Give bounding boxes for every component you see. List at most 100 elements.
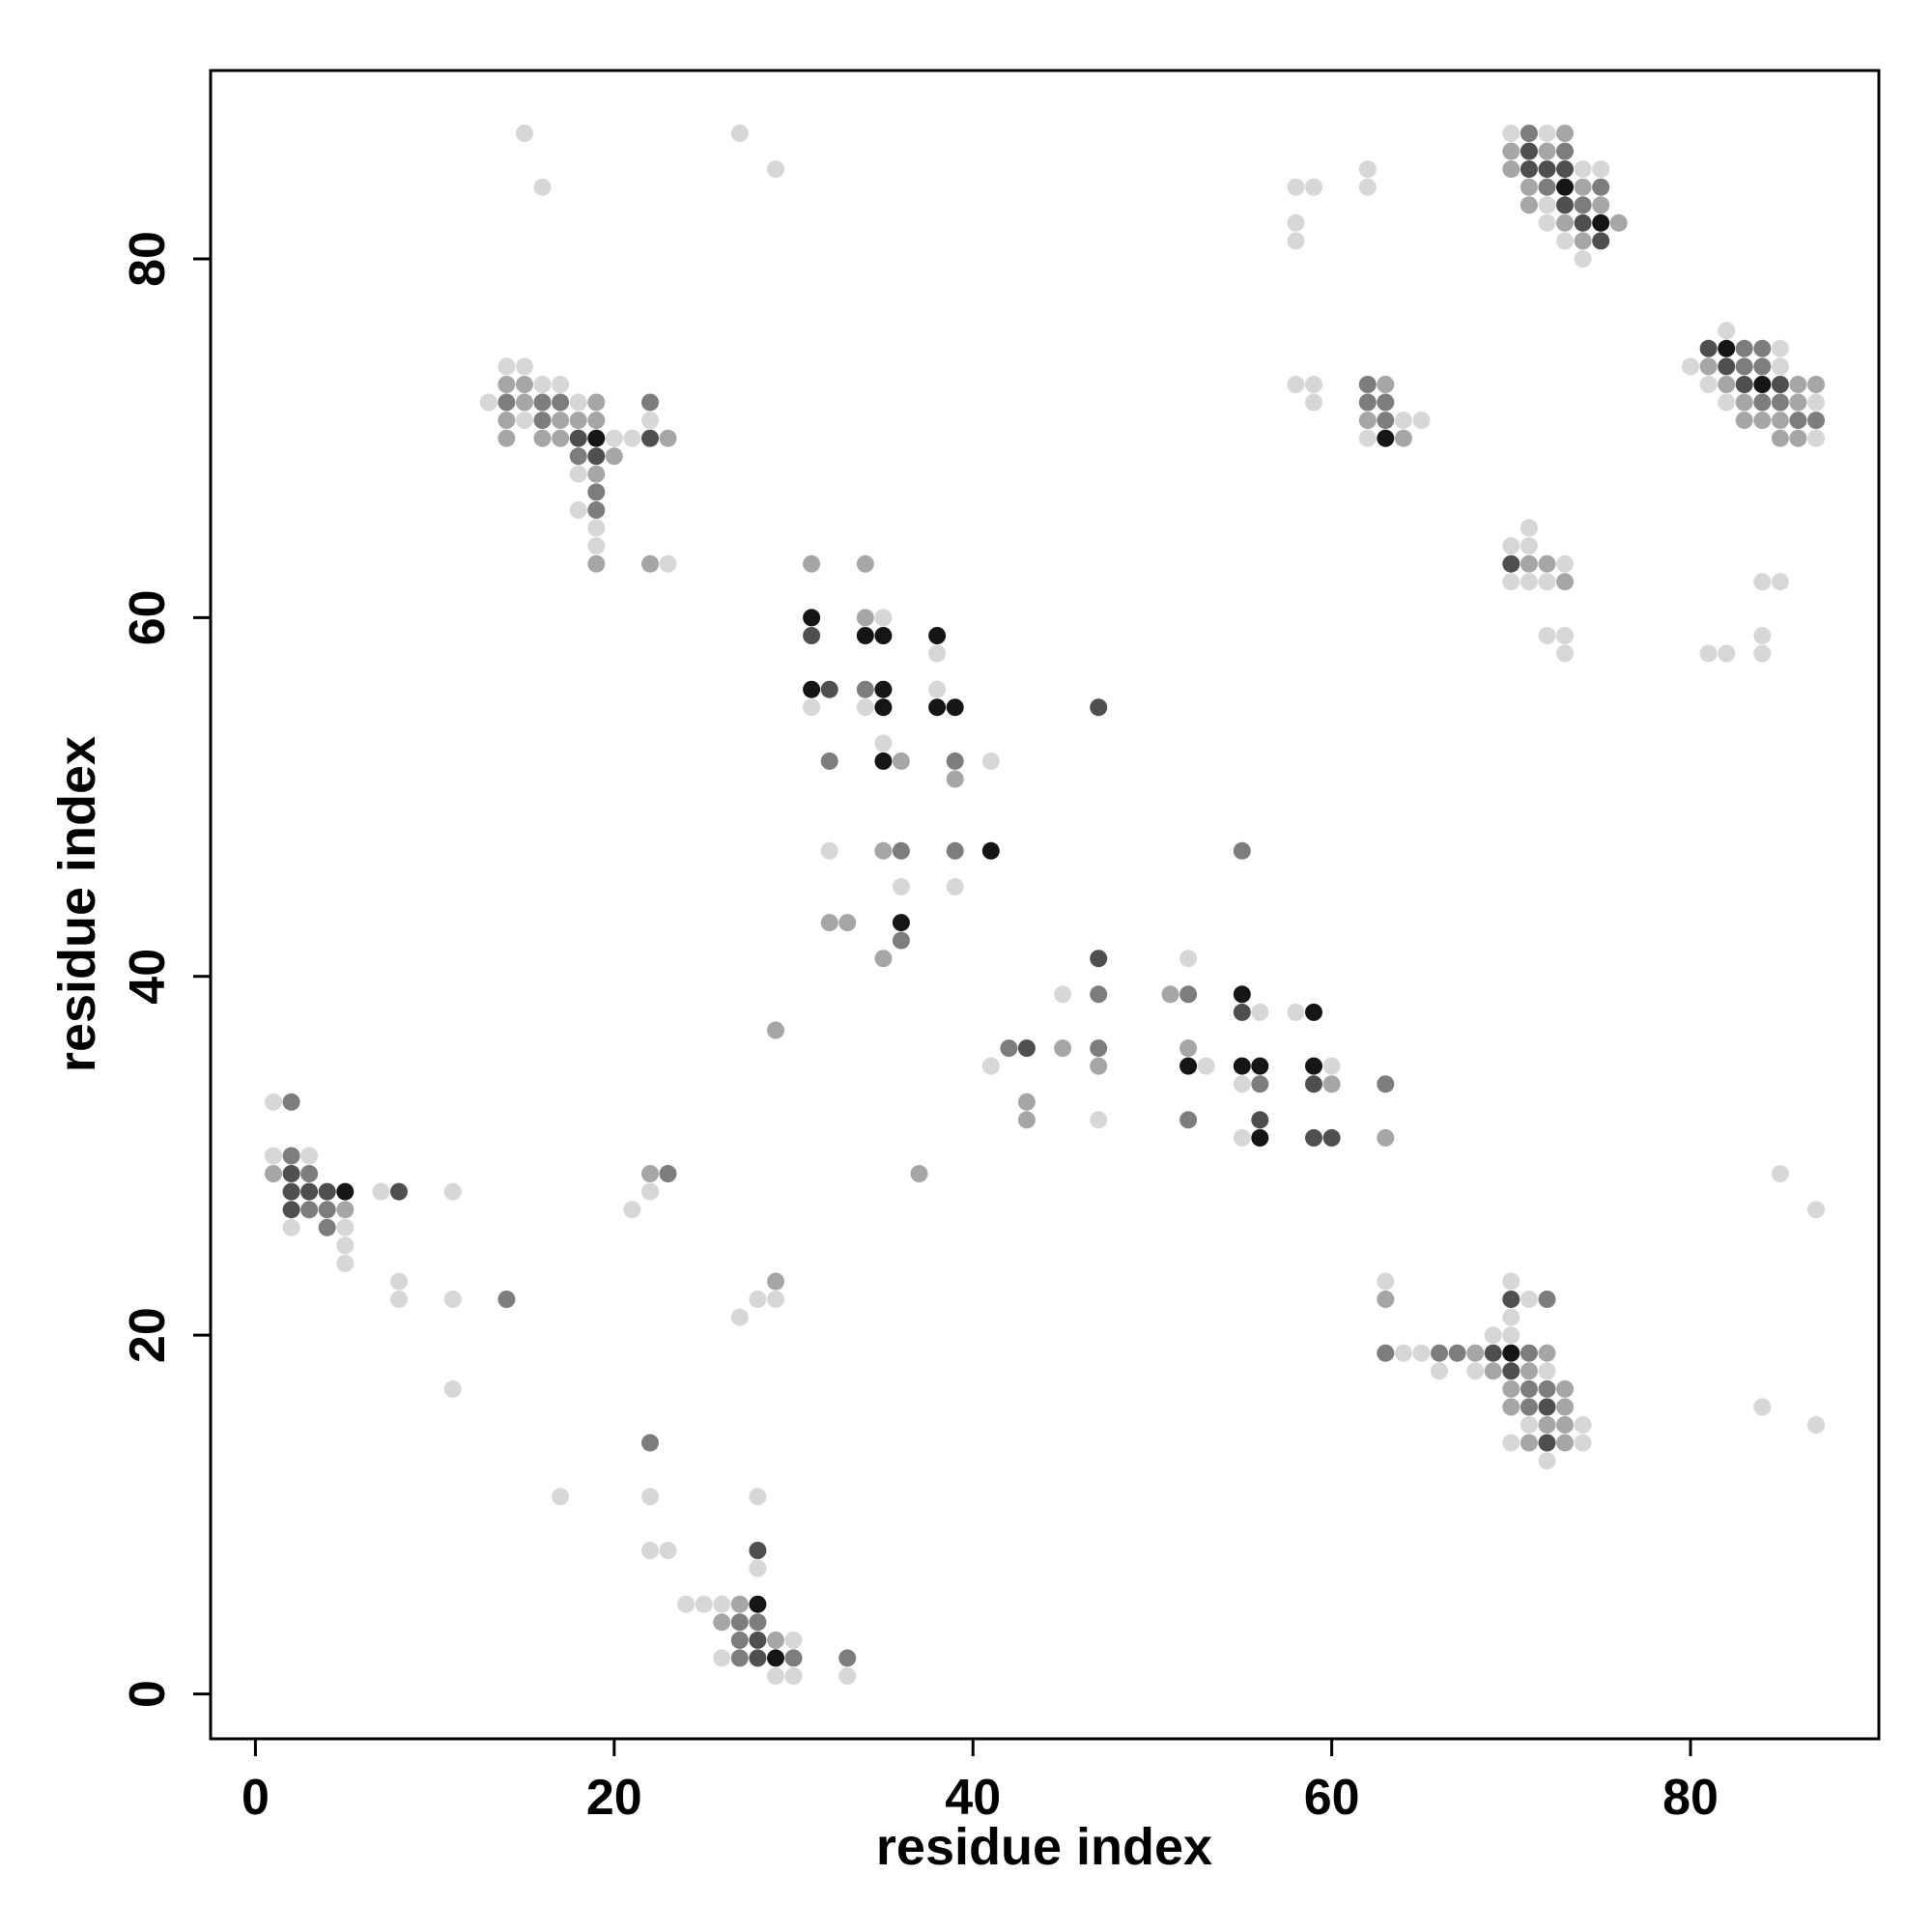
contact-point <box>516 412 533 430</box>
contact-point <box>1556 1398 1574 1416</box>
contact-point <box>874 734 893 753</box>
contact-point <box>1538 1452 1556 1470</box>
contact-point <box>1017 1111 1036 1129</box>
contact-point <box>1305 376 1322 393</box>
contact-point <box>1753 627 1772 644</box>
contact-point <box>749 1649 767 1667</box>
contact-point <box>1287 1003 1305 1021</box>
contact-point <box>1556 644 1574 663</box>
contact-point <box>946 698 964 717</box>
contact-point <box>641 1165 659 1182</box>
contact-point <box>1556 160 1574 179</box>
contact-point <box>479 393 497 412</box>
contact-point <box>336 1182 355 1201</box>
contact-point <box>928 644 947 663</box>
contact-point <box>587 483 606 501</box>
contact-point <box>1233 1075 1251 1094</box>
contact-point <box>1556 1434 1574 1452</box>
contact-point <box>1789 429 1807 447</box>
contact-point <box>767 1291 784 1308</box>
x-axis: 0 20 40 60 80 <box>242 1739 1719 1826</box>
contact-point <box>265 1165 282 1182</box>
contact-point <box>587 554 606 573</box>
contact-point <box>516 376 533 393</box>
contact-point <box>569 393 587 412</box>
contact-point <box>1305 1057 1322 1075</box>
contact-point <box>981 752 1000 770</box>
contact-point <box>713 1613 731 1632</box>
contact-point <box>1753 339 1772 357</box>
contact-point <box>641 554 659 573</box>
contact-point <box>1556 213 1574 232</box>
contact-point <box>1412 412 1431 430</box>
contact-point <box>1538 142 1556 160</box>
contact-point <box>1179 950 1198 968</box>
contact-point <box>874 950 893 968</box>
contact-point <box>533 412 552 430</box>
contact-point <box>1520 554 1538 573</box>
contact-point <box>1771 412 1789 430</box>
contact-point <box>1090 1039 1108 1058</box>
x-tick-label: 80 <box>1662 1770 1719 1826</box>
contact-point <box>1412 1344 1431 1362</box>
contact-point <box>569 447 587 466</box>
contact-point <box>767 1631 784 1649</box>
contact-point <box>1179 1111 1198 1129</box>
contact-point <box>587 393 606 412</box>
contact-point <box>1609 213 1628 232</box>
contact-point <box>1807 1416 1825 1434</box>
contact-point <box>838 914 857 932</box>
contact-point <box>1753 573 1772 591</box>
contact-point <box>282 1182 300 1201</box>
contact-point <box>820 841 838 860</box>
contact-point <box>1556 1379 1574 1398</box>
contact-point <box>856 680 874 698</box>
data-points <box>265 125 1825 1685</box>
contact-point <box>497 393 516 412</box>
contact-point <box>1233 985 1251 1004</box>
contact-point <box>1251 1111 1269 1129</box>
contact-point <box>1502 125 1520 142</box>
y-tick-label: 60 <box>120 589 176 645</box>
contact-point <box>497 357 516 376</box>
contact-point <box>767 1021 784 1039</box>
contact-point <box>1771 339 1789 357</box>
contact-point <box>1054 1039 1072 1058</box>
contact-point <box>1233 1057 1251 1075</box>
contact-point <box>300 1201 319 1219</box>
contact-point <box>1502 537 1520 555</box>
contact-point <box>1520 178 1538 196</box>
contact-point <box>1538 1434 1556 1452</box>
contact-point <box>1305 1128 1322 1147</box>
contact-point <box>1718 339 1736 357</box>
contact-point <box>282 1201 300 1219</box>
contact-point <box>1377 1128 1395 1147</box>
contact-point <box>659 429 677 447</box>
contact-point <box>856 554 874 573</box>
contact-point <box>1718 322 1736 340</box>
plot-frame <box>209 69 1881 1741</box>
contact-point <box>336 1201 355 1219</box>
contact-point <box>981 841 1000 860</box>
contact-point <box>1502 142 1520 160</box>
x-tick-label: 40 <box>945 1770 1001 1826</box>
contact-point <box>1807 393 1825 412</box>
contact-point <box>1538 213 1556 232</box>
contact-point <box>1538 1379 1556 1398</box>
contact-point <box>533 376 552 393</box>
contact-point <box>1358 376 1377 393</box>
contact-point <box>1592 232 1610 250</box>
contact-point <box>1699 357 1718 376</box>
contact-point <box>767 1649 784 1667</box>
contact-point <box>1699 644 1718 663</box>
contact-point <box>1592 196 1610 214</box>
contact-point <box>1358 178 1377 196</box>
contact-point <box>1735 393 1753 412</box>
contact-point <box>659 1165 677 1182</box>
contact-point <box>300 1147 319 1165</box>
contact-point <box>1448 1344 1466 1362</box>
contact-point <box>856 609 874 627</box>
contact-point <box>784 1649 803 1667</box>
contact-point <box>552 429 570 447</box>
contact-point <box>1699 376 1718 393</box>
